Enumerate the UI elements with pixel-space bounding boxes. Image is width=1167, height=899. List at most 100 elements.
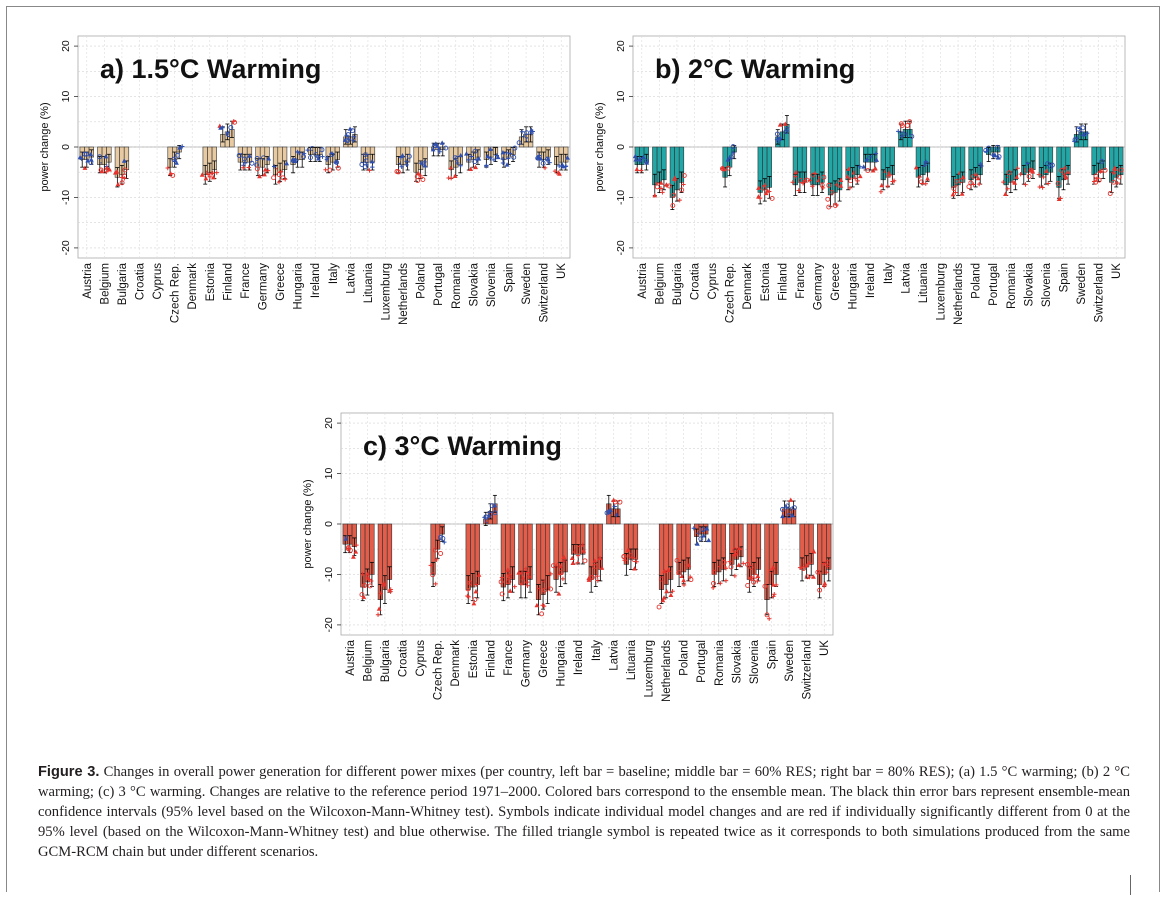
model-symbol-plus bbox=[434, 557, 439, 563]
model-symbol-circle bbox=[498, 579, 504, 585]
model-symbol-plus bbox=[231, 119, 236, 124]
model-symbol-circle bbox=[174, 152, 180, 158]
x-tick-label: Finland bbox=[222, 263, 234, 301]
model-symbol-circle bbox=[437, 534, 443, 540]
model-symbol-circle bbox=[769, 195, 775, 201]
model-symbol-circle bbox=[548, 586, 553, 592]
model-symbol-plus bbox=[484, 163, 489, 168]
model-symbol-triangle bbox=[879, 182, 885, 188]
model-symbol-triangle bbox=[430, 146, 436, 152]
model-symbol-plus bbox=[777, 135, 783, 141]
model-symbol-circle bbox=[748, 576, 754, 581]
model-symbol-plus bbox=[710, 585, 716, 590]
model-symbol-triangle bbox=[1112, 166, 1118, 171]
chart-title: b) 2°C Warming bbox=[655, 54, 855, 84]
model-symbol-plus bbox=[474, 582, 479, 587]
x-tick-label: Lituania bbox=[626, 639, 638, 680]
model-symbol-circle bbox=[1045, 161, 1051, 167]
chart-panel-a: 20 10 0 -10 -20 power change (%) Austria Belgiu… bbox=[30, 28, 580, 368]
y-tick-label: 10 bbox=[615, 91, 627, 103]
model-symbol-circle bbox=[826, 204, 832, 210]
model-symbol-plus bbox=[730, 150, 736, 156]
x-tick-label: Austria bbox=[637, 262, 649, 298]
x-tick-label: Italy bbox=[591, 640, 603, 661]
model-symbol-triangle bbox=[770, 582, 776, 587]
model-symbol-plus bbox=[595, 573, 600, 579]
model-symbol-circle bbox=[359, 592, 365, 598]
model-symbol-triangle bbox=[1065, 169, 1071, 174]
y-tick-label: 0 bbox=[323, 521, 335, 527]
x-tick-label: Germany bbox=[258, 263, 270, 311]
model-symbol-plus bbox=[1036, 172, 1042, 177]
model-symbol-plus bbox=[878, 189, 884, 194]
model-symbol-circle bbox=[826, 182, 832, 188]
model-symbol-triangle bbox=[1056, 196, 1062, 201]
model-symbol-triangle bbox=[913, 165, 919, 170]
model-symbol-plus bbox=[488, 156, 493, 161]
model-symbol-triangle bbox=[535, 154, 541, 160]
model-symbol-triangle bbox=[592, 558, 598, 563]
x-tick-label: Estonia bbox=[468, 639, 480, 678]
model-symbol-circle bbox=[681, 173, 687, 179]
model-symbol-plus bbox=[560, 576, 566, 582]
model-symbol-triangle bbox=[203, 175, 209, 181]
model-symbol-plus bbox=[1072, 139, 1077, 144]
model-symbol-plus bbox=[448, 166, 453, 171]
model-symbol-triangle bbox=[534, 602, 540, 608]
chart-b: 20 10 0 -10 -20 power change (%) Austria Belgiu… bbox=[594, 35, 1126, 325]
model-symbol-circle bbox=[363, 158, 369, 164]
model-symbol-triangle bbox=[727, 154, 733, 160]
model-symbol-triangle bbox=[468, 166, 474, 172]
model-symbol-plus bbox=[220, 125, 225, 130]
model-symbol-plus bbox=[723, 566, 729, 571]
model-symbol-plus bbox=[732, 573, 738, 579]
model-symbol-plus bbox=[766, 616, 772, 621]
model-symbol-plus bbox=[465, 593, 470, 599]
model-symbol-plus bbox=[458, 163, 463, 168]
model-symbol-circle bbox=[832, 203, 838, 208]
figure-label: Figure 3. bbox=[38, 764, 100, 780]
model-symbol-plus bbox=[329, 151, 335, 156]
model-symbol-triangle bbox=[473, 164, 479, 170]
model-symbol-plus bbox=[398, 155, 404, 160]
figure-caption: Figure 3. Changes in overall power gener… bbox=[38, 762, 1130, 862]
model-symbol-triangle bbox=[516, 570, 522, 575]
model-symbol-plus bbox=[807, 178, 813, 183]
model-symbol-plus bbox=[774, 582, 779, 588]
model-symbol-circle bbox=[254, 156, 260, 161]
x-tick-label: Ireland bbox=[865, 263, 877, 298]
y-tick-label: 0 bbox=[60, 144, 72, 150]
model-symbol-circle bbox=[674, 557, 680, 563]
model-symbol-triangle bbox=[790, 512, 795, 518]
model-symbol-triangle bbox=[529, 127, 534, 132]
y-tick-label: 10 bbox=[60, 91, 72, 103]
x-tick-label: Bulgaria bbox=[672, 262, 684, 305]
model-symbol-circle bbox=[762, 583, 768, 589]
x-tick-label: Bulgaria bbox=[380, 639, 392, 682]
model-symbol-circle bbox=[228, 125, 234, 130]
model-symbol-plus bbox=[214, 170, 219, 175]
model-symbol-triangle bbox=[1014, 174, 1020, 179]
model-symbol-plus bbox=[891, 178, 897, 183]
model-symbol-triangle bbox=[803, 563, 809, 568]
model-symbol-plus bbox=[1094, 176, 1099, 181]
x-tick-label: Greece bbox=[538, 640, 550, 678]
model-symbol-triangle bbox=[581, 548, 587, 553]
model-symbol-plus bbox=[793, 174, 798, 179]
model-symbol-circle bbox=[582, 558, 588, 564]
model-symbol-plus bbox=[512, 584, 517, 589]
model-symbol-circle bbox=[489, 503, 495, 509]
model-symbol-triangle bbox=[103, 153, 109, 159]
model-symbol-plus bbox=[487, 510, 492, 515]
model-symbol-plus bbox=[887, 172, 893, 178]
model-symbol-plus bbox=[885, 183, 890, 189]
model-symbol-plus bbox=[670, 589, 675, 594]
x-tick-label: UK bbox=[1111, 263, 1123, 279]
x-tick-label: Luxemburg bbox=[381, 263, 393, 321]
model-symbol-triangle bbox=[476, 572, 482, 577]
model-symbol-triangle bbox=[641, 154, 646, 160]
model-symbol-plus bbox=[1111, 170, 1117, 176]
model-symbol-triangle bbox=[114, 169, 120, 174]
model-symbol-circle bbox=[334, 159, 340, 165]
model-symbol-plus bbox=[323, 167, 328, 172]
